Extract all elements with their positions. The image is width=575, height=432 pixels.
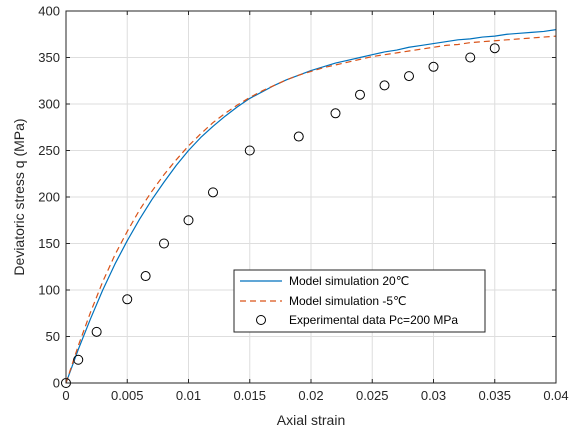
- y-tick-label: 350: [38, 50, 60, 65]
- data-point: [379, 80, 390, 91]
- x-tick-label: 0.03: [421, 388, 446, 403]
- legend-label-series-1: Model simulation 20℃: [289, 274, 409, 288]
- data-point: [293, 131, 304, 142]
- y-tick-label: 50: [46, 329, 60, 344]
- y-tick-label: 150: [38, 236, 60, 251]
- x-tick-label: 0.04: [543, 388, 568, 403]
- data-point: [183, 215, 194, 226]
- data-point: [140, 271, 151, 282]
- data-point: [73, 354, 84, 365]
- data-point: [330, 108, 341, 119]
- x-tick-label: 0.015: [233, 388, 266, 403]
- series-line-2: [65, 35, 557, 384]
- data-point: [91, 326, 102, 337]
- legend: Model simulation 20℃ Model simulation -5…: [233, 269, 486, 333]
- data-point: [244, 145, 255, 156]
- x-tick-label: 0.005: [111, 388, 144, 403]
- legend-marker-series-3: [256, 315, 266, 325]
- data-point: [159, 238, 169, 249]
- data-point: [465, 52, 476, 63]
- series-line-1: [65, 29, 557, 384]
- x-tick-label: 0.025: [356, 388, 389, 403]
- data-point: [404, 71, 414, 82]
- y-tick-label: 400: [38, 4, 60, 19]
- data-point: [122, 294, 133, 305]
- x-tick-label: 0: [62, 388, 69, 403]
- data-point: [355, 89, 365, 100]
- x-tick-label: 0.035: [478, 388, 511, 403]
- ticks: 0 0.005 0.01 0.015 0.02 0.025 0.03 0.035 0.04 0 50…: [38, 4, 568, 404]
- legend-label-series-3: Experimental data Pc=200 MPa: [289, 313, 458, 327]
- y-tick-label: 250: [38, 143, 60, 158]
- y-tick-label: 100: [38, 283, 60, 298]
- y-tick-label: 0: [53, 376, 60, 391]
- series-layer: [61, 29, 557, 388]
- series-experimental-points: [61, 43, 500, 388]
- y-axis-label: Deviatoric stress q (MPa): [11, 118, 27, 275]
- legend-label-series-2: Model simulation -5℃: [289, 294, 407, 308]
- data-point: [428, 61, 439, 72]
- x-axis-label: Axial strain: [277, 412, 345, 428]
- x-tick-label: 0.02: [298, 388, 323, 403]
- data-point: [489, 43, 500, 54]
- x-tick-label: 0.01: [176, 388, 201, 403]
- data-point: [208, 187, 218, 198]
- y-tick-label: 200: [38, 190, 60, 205]
- y-tick-label: 300: [38, 97, 60, 112]
